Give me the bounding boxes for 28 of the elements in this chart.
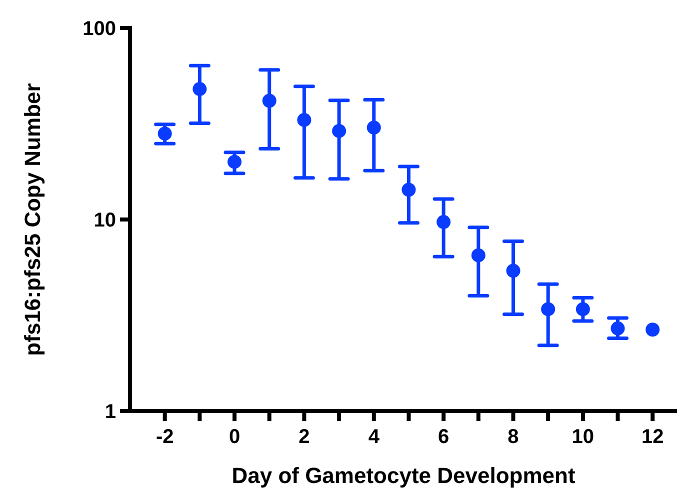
x-tick-label: 4 — [368, 426, 380, 448]
point — [610, 321, 625, 336]
point — [297, 112, 312, 127]
x-tick-label: 6 — [438, 426, 450, 448]
point — [262, 94, 276, 108]
point — [332, 124, 346, 138]
point — [541, 302, 556, 316]
point — [366, 120, 381, 135]
y-tick-label: 10 — [94, 210, 116, 232]
point — [471, 248, 486, 262]
point — [228, 154, 242, 169]
point — [192, 82, 207, 96]
point — [436, 215, 451, 230]
x-axis-title: Day of Gametocyte Development — [232, 463, 576, 488]
point — [646, 322, 660, 337]
x-tick-label: 0 — [228, 426, 240, 448]
point — [506, 264, 520, 278]
x-tick-label: 2 — [298, 426, 310, 448]
x-tick-label: -2 — [156, 426, 174, 448]
x-tick-label: 12 — [641, 426, 664, 448]
x-tick-label: 10 — [572, 426, 594, 448]
y-tick-label: 1 — [104, 401, 116, 423]
x-tick-label: 8 — [508, 426, 519, 448]
y-axis-title: pfs16:pfs25 Copy Number — [20, 82, 45, 356]
point — [402, 182, 416, 197]
point — [576, 302, 590, 316]
point — [158, 126, 172, 141]
y-tick-label: 100 — [82, 18, 116, 40]
